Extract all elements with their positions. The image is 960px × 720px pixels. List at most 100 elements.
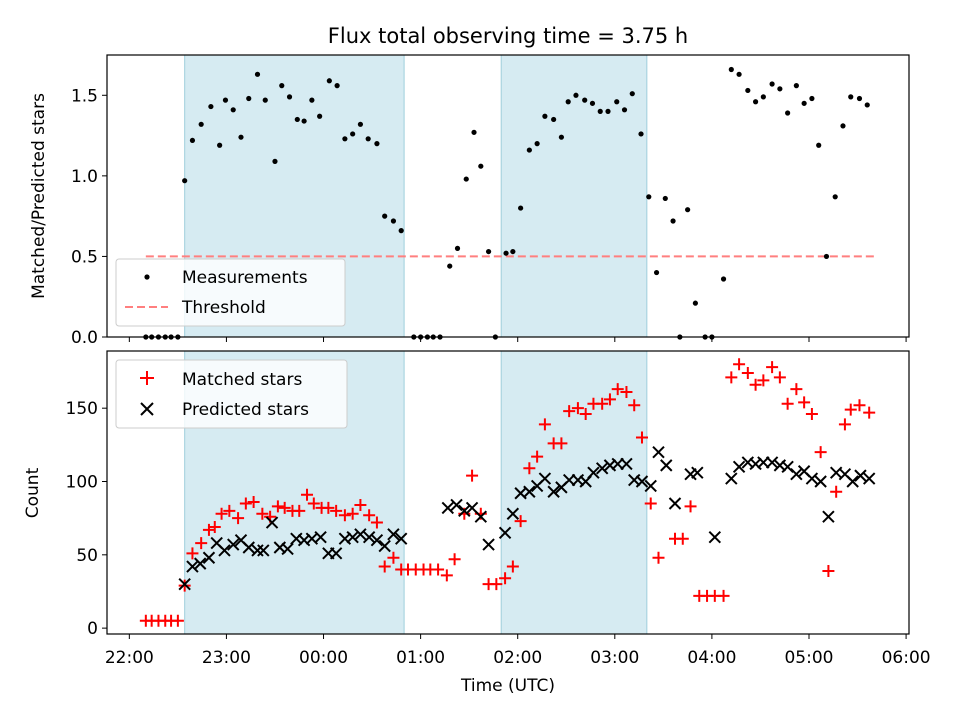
matched-star-point-68	[676, 532, 689, 545]
bottom-x-axis-ticks: 22:00 23:00 00:00 01:00 02:00 03:00 04:00 05:00…	[105, 634, 931, 668]
x-tick-label-4: 02:00	[493, 648, 542, 668]
measurement-point-61	[621, 107, 628, 113]
predicted-star-point-54	[660, 459, 673, 472]
measurement-point-75	[736, 71, 742, 77]
matched-star-point-89	[844, 403, 857, 416]
matched-star-point-90	[853, 399, 866, 412]
matched-star-point-9	[202, 523, 215, 536]
predicted-star-point-25	[378, 539, 391, 553]
predicted-star-point-55	[668, 497, 682, 510]
matched-star-point-41	[448, 553, 461, 566]
predicted-star-point-0	[178, 577, 191, 591]
measurement-point-20	[294, 116, 300, 123]
measurement-point-85	[816, 142, 822, 148]
top-y-tick-label-3: 1.5	[71, 86, 98, 106]
chart-title: Flux total observing time = 3.75 h	[328, 24, 688, 48]
measurement-point-55	[573, 92, 579, 98]
legend-label-predicted: Predicted stars	[182, 400, 309, 420]
matched-star-point-55	[563, 405, 576, 418]
matched-star-point-19	[278, 501, 291, 514]
bottom-plot-frame	[106, 350, 910, 635]
predicted-star-point-5	[218, 544, 231, 557]
measurement-point-30	[374, 141, 380, 147]
matched-star-point-52	[538, 418, 551, 431]
predicted-star-point-13	[281, 542, 294, 556]
bottom-legend-box	[115, 359, 348, 429]
matched-star-point-26	[330, 504, 343, 517]
predicted-star-point-46	[595, 462, 609, 475]
measurement-point-56	[582, 97, 588, 103]
measurement-point-82	[793, 83, 799, 89]
measurement-point-31	[382, 213, 388, 219]
measurement-point-86	[823, 253, 830, 260]
measurement-point-23	[317, 113, 323, 119]
x-tick-label-8: 06:00	[882, 648, 931, 668]
predicted-star-point-53	[652, 445, 665, 459]
measurement-point-11	[222, 97, 229, 103]
top-y-tick-label-0: 0.0	[71, 328, 98, 348]
measurement-point-19	[286, 94, 293, 100]
bottom-panel: 0 50 100 150 22:00 23:00 00:00 01:00 02:00 03:00…	[23, 350, 931, 696]
measurement-point-81	[785, 110, 791, 116]
top-legend: Measurements Threshold	[115, 258, 346, 327]
x-tick-label-5: 03:00	[590, 648, 639, 668]
matched-star-point-10	[208, 520, 221, 533]
measurement-point-58	[597, 108, 603, 114]
matched-star-point-84	[805, 408, 818, 421]
measurement-point-10	[217, 142, 223, 148]
measurement-point-24	[326, 78, 332, 84]
measurement-point-40	[454, 245, 461, 251]
predicted-star-point-6	[227, 538, 240, 551]
matched-star-point-32	[378, 560, 391, 573]
matched-star-point-69	[684, 500, 697, 513]
predicted-star-point-40	[547, 485, 560, 498]
measurement-point-29	[365, 136, 371, 142]
matched-star-point-56	[571, 402, 584, 415]
predicted-star-point-33	[482, 538, 495, 551]
predicted-star-point-29	[450, 498, 463, 512]
measurement-point-52	[551, 116, 557, 123]
predicted-star-point-34	[498, 526, 512, 540]
predicted-star-point-11	[265, 516, 279, 529]
matched-stars-series	[139, 358, 876, 627]
measurement-point-12	[230, 107, 236, 113]
predicted-star-point-30	[458, 504, 471, 518]
predicted-star-point-3	[202, 551, 216, 564]
predicted-star-point-8	[242, 541, 255, 554]
predicted-star-point-71	[822, 510, 835, 523]
measurement-point-70	[692, 300, 698, 306]
matched-star-point-54	[555, 437, 568, 450]
top-y-axis-label: Matched/Predicted stars	[29, 93, 49, 299]
bottom-legend: Matched stars Predicted stars	[115, 359, 348, 429]
top-panel: 0.0 0.5 1.0 1.5 Matched/Predicted stars Mea…	[29, 54, 910, 348]
bottom-y-axis-ticks: 0 50 100 150	[66, 399, 107, 639]
measurement-point-77	[752, 99, 759, 105]
predicted-star-point-23	[362, 531, 376, 544]
matched-star-point-61	[611, 383, 624, 396]
measurement-point-51	[542, 113, 548, 119]
measurement-point-63	[638, 131, 644, 137]
measurement-point-17	[272, 158, 278, 164]
top-legend-box	[115, 258, 346, 327]
predicted-star-point-28	[441, 501, 455, 515]
matched-star-point-16	[256, 507, 269, 520]
measurement-point-26	[342, 136, 348, 142]
matched-star-point-60	[603, 393, 616, 406]
top-y-tick-label-2: 1.0	[71, 167, 98, 187]
measurement-point-60	[614, 99, 620, 105]
matched-star-point-65	[644, 497, 657, 510]
predicted-star-point-35	[506, 507, 520, 520]
predicted-star-point-70	[814, 475, 827, 488]
predicted-star-point-58	[708, 531, 722, 544]
measurement-point-54	[565, 99, 571, 105]
measurement-point-88	[840, 123, 846, 129]
predicted-star-point-1	[186, 560, 199, 573]
top-plot-frame	[106, 54, 910, 338]
bottom-y-tick-label-0: 0	[87, 619, 98, 639]
measurement-point-48	[518, 205, 524, 211]
predicted-star-point-60	[732, 460, 746, 474]
measurement-point-64	[646, 194, 652, 200]
bottom-y-tick-label-1: 50	[76, 546, 98, 566]
bottom-y-axis-label: Count	[23, 467, 43, 518]
